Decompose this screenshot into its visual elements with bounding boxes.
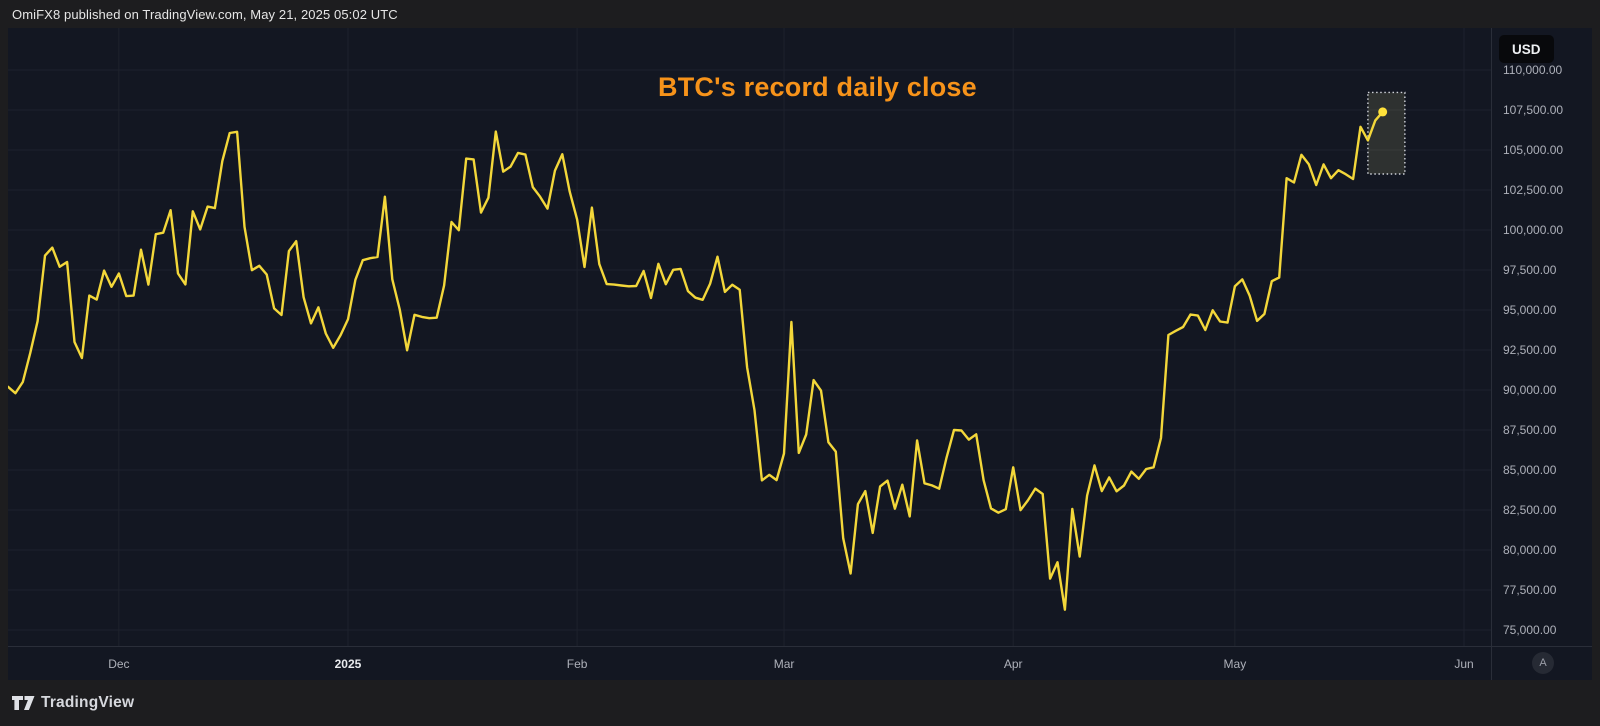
gridlines bbox=[8, 28, 1491, 646]
price-tick-label: 80,000.00 bbox=[1503, 543, 1557, 557]
currency-badge[interactable]: USD bbox=[1499, 35, 1554, 63]
price-tick-label: 110,000.00 bbox=[1503, 63, 1563, 77]
price-tick-label: 87,500.00 bbox=[1503, 423, 1557, 437]
auto-scale-button[interactable]: A bbox=[1532, 652, 1554, 674]
price-tick-label: 105,000.00 bbox=[1503, 143, 1564, 157]
btc-close-line bbox=[8, 110, 1384, 611]
chart-plot-area[interactable] bbox=[8, 28, 1491, 646]
price-tick-label: 95,000.00 bbox=[1503, 303, 1557, 317]
price-tick-label: 85,000.00 bbox=[1503, 463, 1557, 477]
time-tick-label: May bbox=[1223, 657, 1247, 671]
publish-info-text: OmiFX8 published on TradingView.com, May… bbox=[12, 6, 398, 22]
price-line-chart bbox=[8, 28, 1491, 646]
publish-header: OmiFX8 published on TradingView.com, May… bbox=[0, 0, 1600, 28]
chart-title: BTC's record daily close bbox=[658, 72, 977, 102]
time-tick-label: Jun bbox=[1454, 657, 1474, 671]
price-tick-label: 97,500.00 bbox=[1503, 263, 1557, 277]
price-tick-label: 100,000.00 bbox=[1503, 223, 1564, 237]
price-axis[interactable]: USD 110,000.00 107,500.00 105,000.00 102,50… bbox=[1491, 28, 1592, 646]
last-close-marker bbox=[1378, 107, 1388, 117]
price-tick-label: 82,500.00 bbox=[1503, 503, 1557, 517]
price-tick-label: 77,500.00 bbox=[1503, 583, 1557, 597]
axis-divider bbox=[1491, 28, 1492, 680]
chart-widget: BTC's record daily close USD 110,000.00 1… bbox=[8, 28, 1592, 680]
footer-bar: TradingView bbox=[0, 680, 1600, 726]
price-tick-label: 102,500.00 bbox=[1503, 183, 1564, 197]
time-axis[interactable]: A Dec 2025 Feb Mar Apr May Jun bbox=[8, 646, 1592, 681]
tradingview-logo-icon[interactable] bbox=[12, 695, 35, 711]
price-tick-label: 107,500.00 bbox=[1503, 103, 1564, 117]
time-tick-label: Feb bbox=[566, 657, 588, 671]
price-tick-label: 92,500.00 bbox=[1503, 343, 1557, 357]
time-tick-label: Apr bbox=[1003, 657, 1023, 671]
price-tick-label: 75,000.00 bbox=[1503, 623, 1557, 637]
time-tick-label: Dec bbox=[108, 657, 130, 671]
tradingview-brand-text[interactable]: TradingView bbox=[41, 694, 135, 711]
record-close-highlight-box[interactable] bbox=[1367, 91, 1406, 175]
time-tick-label: 2025 bbox=[334, 657, 362, 671]
time-tick-label: Mar bbox=[773, 657, 795, 671]
price-tick-label: 90,000.00 bbox=[1503, 383, 1557, 397]
